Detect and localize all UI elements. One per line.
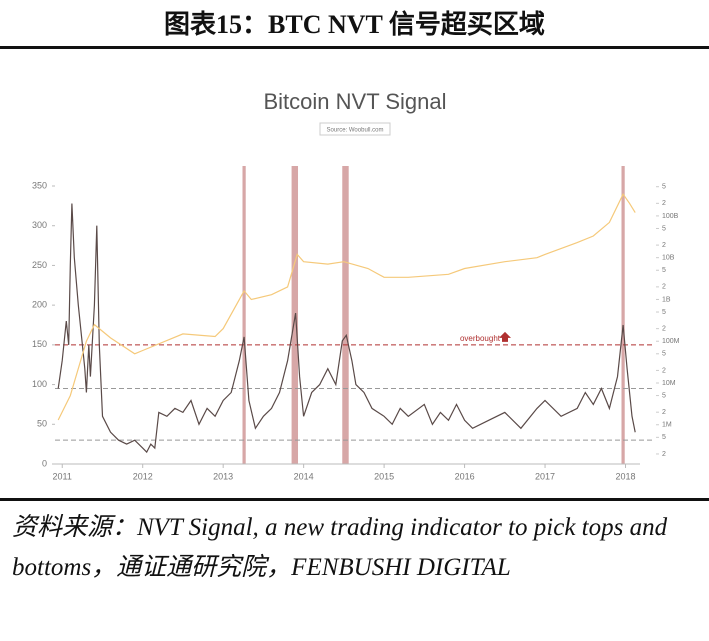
chart: Bitcoin NVT Signal Source: Woobull.com 0… [32,89,680,482]
y2-tick-label: 2 [662,242,666,249]
y-tick-label: 350 [32,180,47,190]
x-tick-label: 2018 [616,471,636,481]
bottom-rule [0,498,709,501]
source-text: 资料来源：NVT Signal, a new trading indicator… [12,514,668,581]
highlight-band [621,166,625,464]
y2-tick-label: 2 [662,451,666,458]
y2-tick-label: 2 [662,409,666,416]
y2-tick-label: 100M [662,338,680,345]
y2-tick-label: 5 [662,225,666,232]
y2-tick-label: 2 [662,200,666,207]
series-line [57,193,636,421]
y2-tick-label: 1B [662,296,671,303]
annotation: overbought [460,334,501,343]
x-tick-label: 2012 [133,471,153,481]
y-tick-label: 300 [32,220,47,230]
y-tick-label: 100 [32,379,47,389]
y2-tick-label: 10M [662,380,676,387]
y2-tick-label: 100B [662,213,679,220]
highlight-band [342,166,349,464]
y2-tick-label: 2 [662,284,666,291]
subtitle-box [319,122,391,136]
x-tick-label: 2013 [213,471,233,481]
y2-tick-label: 1M [662,422,672,429]
chart-title: Bitcoin NVT Signal [263,89,446,114]
y2-tick-label: 2 [662,367,666,374]
y2-tick-label: 10B [662,255,675,262]
y2-tick-label: 2 [662,325,666,332]
chart-subtitle: Source: Woobull.com [327,128,384,134]
x-tick-label: 2011 [53,471,72,481]
x-tick-label: 2015 [374,471,394,481]
y2-tick-label: 5 [662,184,666,191]
x-tick-label: 2017 [535,471,555,481]
y2-tick-label: 5 [662,434,666,441]
x-tick-label: 2014 [294,471,314,481]
y2-tick-label: 5 [662,309,666,316]
top-rule [0,46,709,49]
y-tick-label: 150 [32,339,47,349]
y2-tick-label: 5 [662,267,666,274]
x-tick-label: 2016 [455,471,475,481]
y-tick-label: 200 [32,300,47,310]
y-tick-label: 250 [32,260,47,270]
series-line [57,203,636,454]
y2-tick-label: 5 [662,392,666,399]
annotation-arrow [499,331,511,342]
y-tick-label: 0 [42,458,47,468]
highlight-band [242,166,246,464]
figure-title: 图表15：BTC NVT 信号超买区域 [164,10,545,39]
y2-tick-label: 5 [662,351,666,358]
y-tick-label: 50 [37,419,47,429]
